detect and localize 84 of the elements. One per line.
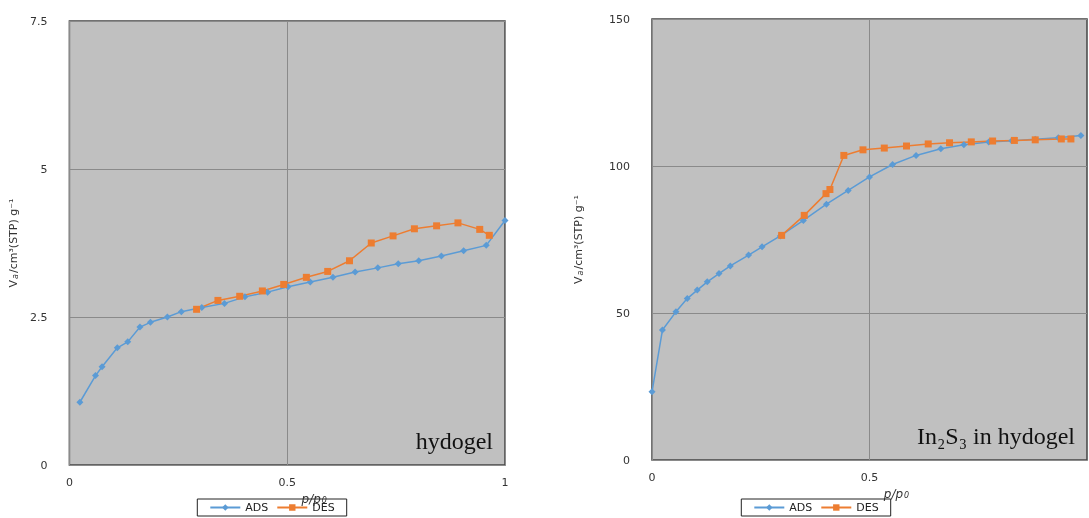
point: [946, 139, 954, 147]
y-tick-label: 0: [40, 458, 48, 472]
point: [415, 257, 423, 265]
point: [193, 305, 201, 313]
point: [113, 344, 121, 352]
point: [648, 388, 656, 396]
point: [912, 151, 920, 159]
annotation: hydogel: [415, 428, 494, 454]
point: [329, 273, 337, 281]
point: [146, 318, 154, 326]
legend-label: ADS: [245, 501, 269, 514]
annotation: In₂S₃ in hydogel: [916, 423, 1076, 449]
point: [302, 273, 310, 281]
point: [501, 217, 509, 224]
point: [658, 326, 666, 334]
point: [136, 323, 144, 331]
point: [840, 151, 848, 159]
point: [902, 142, 910, 150]
point: [433, 222, 441, 230]
y-tick-label: 100: [609, 159, 630, 173]
point: [476, 225, 484, 233]
point: [826, 186, 834, 194]
point: [258, 287, 266, 295]
y-tick-label: 7.5: [29, 14, 48, 28]
x-tick-label: 0: [65, 476, 73, 489]
point: [460, 247, 468, 255]
point: [177, 308, 185, 316]
point: [822, 200, 830, 208]
y-tick-label: 150: [609, 12, 630, 26]
point: [482, 241, 490, 249]
point: [745, 251, 753, 259]
x-axis-title: p/p0: [882, 486, 910, 501]
point: [726, 262, 734, 270]
x-tick-label: 0.5: [278, 476, 296, 489]
point: [220, 299, 228, 307]
x-tick-label: 0: [648, 471, 656, 484]
point: [1077, 131, 1085, 139]
point: [844, 186, 852, 194]
point: [967, 138, 975, 146]
x-tick-label: 0.5: [860, 471, 879, 484]
point: [485, 231, 493, 239]
y-tick-label: 0: [623, 453, 630, 467]
point: [163, 313, 171, 321]
point: [124, 338, 132, 346]
y-tick-label: 50: [616, 306, 630, 320]
point: [683, 295, 691, 303]
point: [960, 141, 968, 149]
point: [76, 398, 84, 406]
point: [859, 146, 867, 154]
point: [937, 145, 945, 153]
point: [98, 363, 106, 371]
point: [367, 239, 375, 247]
y-tick-label: 5: [40, 162, 48, 176]
point: [1067, 135, 1075, 143]
point: [394, 260, 402, 268]
point: [989, 137, 997, 145]
point: [345, 257, 353, 265]
point: [454, 219, 462, 227]
y-tick-label: 2.5: [29, 310, 48, 324]
point: [351, 268, 359, 276]
point: [924, 140, 932, 148]
point: [672, 308, 680, 316]
point: [880, 144, 888, 152]
point: [374, 264, 382, 272]
point: [800, 211, 808, 219]
point: [693, 286, 701, 294]
point: [715, 270, 723, 278]
point: [92, 372, 100, 380]
y-axis-title: Va/cm³(STP) g⁻¹: [7, 198, 20, 288]
y-axis-title: Va/cm³(STP) g⁻¹: [572, 195, 585, 284]
point: [410, 225, 418, 233]
point: [389, 232, 397, 240]
point: [324, 267, 332, 275]
point: [703, 278, 711, 286]
point: [437, 252, 445, 260]
point: [280, 280, 288, 288]
point: [889, 161, 897, 169]
point: [758, 243, 766, 251]
x-tick-label: 1: [501, 476, 509, 489]
legend-label: DES: [856, 501, 879, 514]
point: [236, 292, 244, 300]
point: [214, 296, 222, 304]
legend-label: ADS: [789, 501, 813, 514]
point: [866, 173, 873, 181]
